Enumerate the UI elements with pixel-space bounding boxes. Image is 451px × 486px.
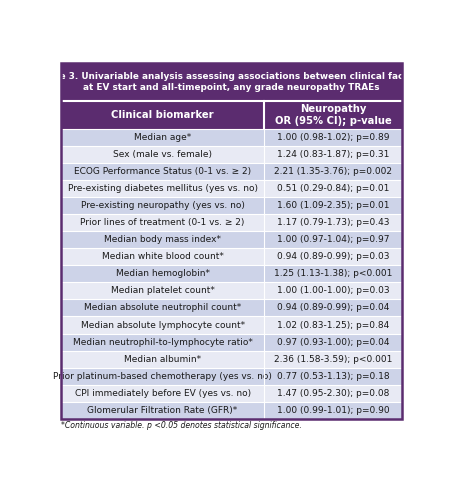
Text: Median age*: Median age*	[133, 133, 191, 142]
Text: *Continuous variable. p <0.05 denotes statistical significance.: *Continuous variable. p <0.05 denotes st…	[61, 421, 301, 431]
Text: Median neutrophil-to-lymphocyte ratio*: Median neutrophil-to-lymphocyte ratio*	[73, 338, 252, 347]
Text: 1.00 (0.97-1.04); p=0.97: 1.00 (0.97-1.04); p=0.97	[276, 235, 388, 244]
Text: 0.94 (0.89-0.99); p=0.03: 0.94 (0.89-0.99); p=0.03	[276, 252, 388, 261]
Text: 1.00 (0.98-1.02); p=0.89: 1.00 (0.98-1.02); p=0.89	[276, 133, 388, 142]
Bar	[61, 333, 401, 350]
Bar	[61, 248, 401, 265]
Text: 1.00 (1.00-1.00); p=0.03: 1.00 (1.00-1.00); p=0.03	[276, 286, 389, 295]
Bar	[61, 129, 401, 146]
Text: 2.21 (1.35-3.76); p=0.002: 2.21 (1.35-3.76); p=0.002	[273, 167, 391, 176]
Bar	[61, 197, 401, 214]
Text: 1.17 (0.79-1.73); p=0.43: 1.17 (0.79-1.73); p=0.43	[276, 218, 388, 227]
Text: Clinical biomarker: Clinical biomarker	[111, 110, 213, 121]
Bar	[61, 299, 401, 316]
Text: Prior platinum-based chemotherapy (yes vs. no): Prior platinum-based chemotherapy (yes v…	[53, 372, 272, 381]
Text: 1.47 (0.95-2.30); p=0.08: 1.47 (0.95-2.30); p=0.08	[276, 389, 388, 398]
Text: Median albumin*: Median albumin*	[124, 355, 201, 364]
Text: CPI immediately before EV (yes vs. no): CPI immediately before EV (yes vs. no)	[74, 389, 250, 398]
Text: 1.60 (1.09-2.35); p=0.01: 1.60 (1.09-2.35); p=0.01	[276, 201, 388, 210]
Text: 0.94 (0.89-0.99); p=0.04: 0.94 (0.89-0.99); p=0.04	[276, 303, 388, 312]
Bar	[61, 384, 401, 401]
Text: Median hemoglobin*: Median hemoglobin*	[115, 269, 209, 278]
Bar	[61, 63, 401, 102]
Bar	[61, 401, 401, 418]
Text: Median white blood count*: Median white blood count*	[101, 252, 223, 261]
Bar	[61, 231, 401, 248]
Bar	[61, 316, 401, 333]
Bar	[61, 102, 401, 129]
Text: 1.24 (0.83-1.87); p=0.31: 1.24 (0.83-1.87); p=0.31	[276, 150, 388, 159]
Text: Prior lines of treatment (0-1 vs. ≥ 2): Prior lines of treatment (0-1 vs. ≥ 2)	[80, 218, 244, 227]
Text: Median body mass index*: Median body mass index*	[104, 235, 221, 244]
Bar	[61, 265, 401, 282]
Bar	[61, 146, 401, 163]
Text: Median platelet count*: Median platelet count*	[110, 286, 214, 295]
Text: 0.51 (0.29-0.84); p=0.01: 0.51 (0.29-0.84); p=0.01	[276, 184, 388, 193]
Text: ECOG Performance Status (0-1 vs. ≥ 2): ECOG Performance Status (0-1 vs. ≥ 2)	[74, 167, 251, 176]
Text: Glomerular Filtration Rate (GFR)*: Glomerular Filtration Rate (GFR)*	[87, 406, 237, 415]
Text: Table 3. Univariable analysis assessing associations between clinical factors
at: Table 3. Univariable analysis assessing …	[39, 72, 423, 92]
Bar	[61, 214, 401, 231]
Bar	[61, 163, 401, 180]
Text: Pre-existing neuropathy (yes vs. no): Pre-existing neuropathy (yes vs. no)	[80, 201, 244, 210]
Bar	[61, 350, 401, 367]
Text: 0.77 (0.53-1.13); p=0.18: 0.77 (0.53-1.13); p=0.18	[276, 372, 389, 381]
Text: Median absolute lymphocyte count*: Median absolute lymphocyte count*	[80, 320, 244, 330]
Text: Sex (male vs. female): Sex (male vs. female)	[113, 150, 212, 159]
Bar	[61, 367, 401, 384]
Text: Pre-existing diabetes mellitus (yes vs. no): Pre-existing diabetes mellitus (yes vs. …	[68, 184, 257, 193]
Bar	[61, 282, 401, 299]
Text: 1.25 (1.13-1.38); p<0.001: 1.25 (1.13-1.38); p<0.001	[273, 269, 391, 278]
Bar	[61, 180, 401, 197]
Text: Median absolute neutrophil count*: Median absolute neutrophil count*	[84, 303, 241, 312]
Text: 0.97 (0.93-1.00); p=0.04: 0.97 (0.93-1.00); p=0.04	[276, 338, 388, 347]
Text: Neuropathy
OR (95% CI); p-value: Neuropathy OR (95% CI); p-value	[274, 104, 391, 126]
Text: 2.36 (1.58-3.59); p<0.001: 2.36 (1.58-3.59); p<0.001	[273, 355, 391, 364]
Text: 1.00 (0.99-1.01); p=0.90: 1.00 (0.99-1.01); p=0.90	[276, 406, 389, 415]
Text: 1.02 (0.83-1.25); p=0.84: 1.02 (0.83-1.25); p=0.84	[276, 320, 388, 330]
